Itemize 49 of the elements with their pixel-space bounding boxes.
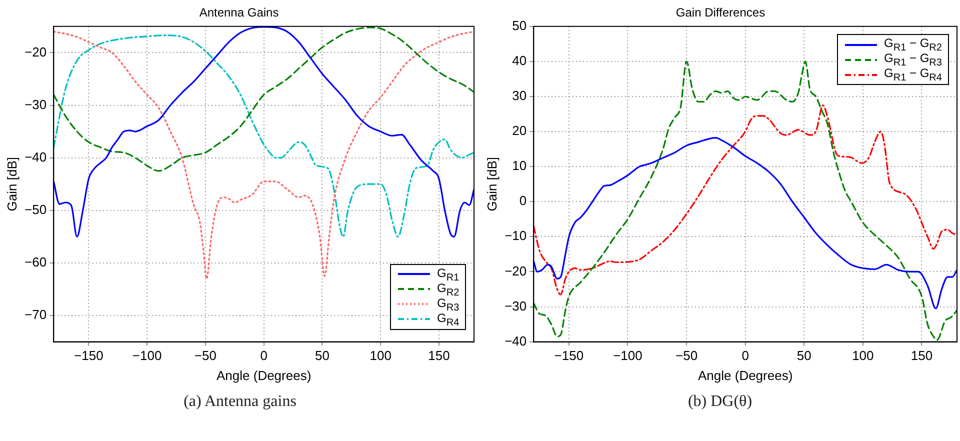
legend-label: G$_{R2}$ bbox=[437, 280, 460, 298]
x-tick-label: −100 bbox=[132, 348, 162, 364]
x-tick-label: 0 bbox=[260, 348, 268, 364]
legend-label: G$_{R1}$ bbox=[437, 266, 460, 283]
chart-title: Antenna Gains bbox=[199, 6, 279, 20]
line-series bbox=[534, 137, 957, 310]
line-series bbox=[534, 104, 957, 296]
y-tick-label: −30 bbox=[504, 298, 527, 314]
y-tick-label: 50 bbox=[512, 18, 527, 33]
x-tick-label: 150 bbox=[428, 348, 450, 364]
line-series bbox=[54, 30, 474, 280]
y-tick-label: −20 bbox=[24, 44, 47, 60]
y-tick-label: −50 bbox=[24, 202, 47, 217]
x-tick-label: 100 bbox=[370, 348, 392, 364]
legend-label: G$_{R3}$ bbox=[437, 296, 460, 313]
y-tick-label: −40 bbox=[24, 149, 47, 164]
legend-label: G$_{R1}$ − G$_{R2}$ bbox=[884, 36, 942, 54]
x-tick-label: 50 bbox=[314, 348, 330, 364]
x-tick-label: 150 bbox=[910, 348, 933, 364]
chart-title: Gain Differences bbox=[676, 6, 766, 20]
y-tick-label: 20 bbox=[512, 123, 527, 138]
x-tick-label: 100 bbox=[852, 348, 874, 364]
text: (a) Antenna gains bbox=[182, 393, 298, 411]
text: (b) DG(θ) bbox=[686, 393, 754, 411]
x-tick-label: 0 bbox=[742, 348, 749, 364]
y-tick-label: −60 bbox=[24, 254, 47, 270]
legend-label: G$_{R1}$ − G$_{R4}$ bbox=[884, 66, 942, 84]
x-axis-title: Angle (Degrees) bbox=[216, 368, 312, 383]
y-tick-label: 0 bbox=[519, 193, 527, 208]
y-axis-title: Gain [dB] bbox=[4, 157, 20, 212]
y-axis-title: Gain [dB] bbox=[484, 157, 500, 212]
y-tick-label: −30 bbox=[24, 96, 47, 112]
y-tick-label: 40 bbox=[512, 53, 527, 68]
x-axis-title: Angle (Degrees) bbox=[698, 368, 793, 383]
y-tick-label: −40 bbox=[504, 333, 527, 348]
legend-label: G$_{R4}$ bbox=[437, 310, 460, 328]
y-tick-label: −20 bbox=[504, 263, 527, 278]
x-tick-label: −150 bbox=[74, 348, 104, 364]
x-tick-label: −100 bbox=[613, 348, 642, 364]
y-tick-label: 30 bbox=[512, 88, 527, 104]
y-tick-label: 10 bbox=[512, 158, 527, 174]
x-tick-label: −50 bbox=[194, 348, 216, 364]
y-tick-label: −10 bbox=[504, 228, 527, 244]
x-tick-label: −150 bbox=[554, 348, 584, 364]
line-series bbox=[54, 26, 474, 172]
x-tick-label: 50 bbox=[796, 348, 812, 364]
x-tick-label: −50 bbox=[675, 348, 698, 364]
legend-label: G$_{R1}$ − G$_{R3}$ bbox=[884, 51, 942, 69]
y-tick-label: −70 bbox=[24, 307, 47, 322]
